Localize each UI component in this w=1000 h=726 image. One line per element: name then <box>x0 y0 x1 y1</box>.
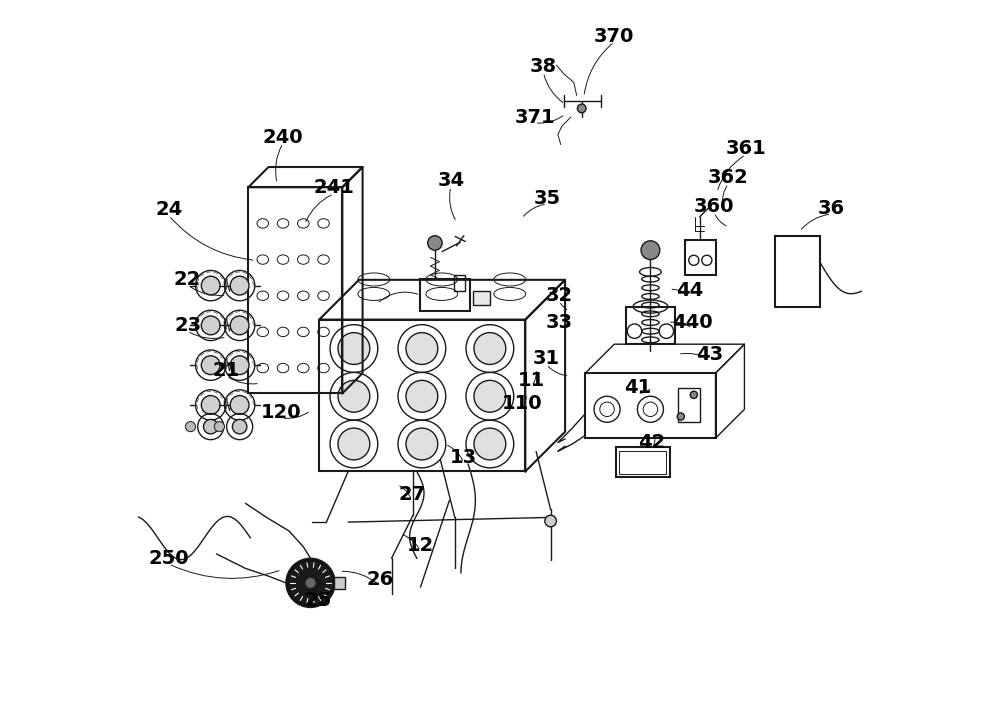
Text: 43: 43 <box>696 345 723 364</box>
Bar <box>334 577 345 589</box>
Bar <box>678 388 700 423</box>
Circle shape <box>577 104 586 113</box>
Circle shape <box>230 356 249 375</box>
Text: 33: 33 <box>546 313 573 332</box>
Text: 12: 12 <box>407 536 434 555</box>
Bar <box>319 319 525 471</box>
Circle shape <box>677 413 684 420</box>
Circle shape <box>545 515 556 527</box>
Bar <box>626 306 675 344</box>
Text: 11: 11 <box>518 371 545 390</box>
Circle shape <box>201 316 220 335</box>
Circle shape <box>230 276 249 295</box>
Circle shape <box>406 428 438 460</box>
Circle shape <box>201 356 220 375</box>
Text: 120: 120 <box>261 403 302 422</box>
Text: 26: 26 <box>366 571 394 590</box>
Text: 370: 370 <box>594 27 634 46</box>
Circle shape <box>338 333 370 364</box>
Bar <box>454 274 465 290</box>
Text: 22: 22 <box>174 269 201 289</box>
Text: 44: 44 <box>676 281 703 300</box>
Circle shape <box>474 380 506 412</box>
Circle shape <box>214 422 224 432</box>
Text: 23: 23 <box>174 316 201 335</box>
Circle shape <box>428 236 442 250</box>
Text: 110: 110 <box>501 394 542 413</box>
Text: 31: 31 <box>533 349 560 368</box>
Circle shape <box>690 391 697 399</box>
Text: 13: 13 <box>450 447 477 467</box>
Text: 27: 27 <box>398 485 425 504</box>
Circle shape <box>185 422 196 432</box>
Text: 34: 34 <box>437 171 464 190</box>
Text: 361: 361 <box>726 139 766 158</box>
Circle shape <box>203 420 218 434</box>
Text: 24: 24 <box>155 200 182 219</box>
Bar <box>685 240 716 274</box>
Text: 36: 36 <box>818 199 845 218</box>
Circle shape <box>406 333 438 364</box>
Text: 362: 362 <box>708 168 749 187</box>
Bar <box>473 290 490 305</box>
Text: 42: 42 <box>638 433 666 452</box>
Text: 41: 41 <box>624 378 651 397</box>
Text: 32: 32 <box>546 285 573 304</box>
Text: 440: 440 <box>672 313 713 332</box>
Circle shape <box>201 396 220 415</box>
Circle shape <box>474 428 506 460</box>
Bar <box>420 279 470 311</box>
Circle shape <box>338 380 370 412</box>
Circle shape <box>230 396 249 415</box>
Circle shape <box>338 428 370 460</box>
Circle shape <box>201 276 220 295</box>
Bar <box>616 447 670 477</box>
Circle shape <box>474 333 506 364</box>
Circle shape <box>406 380 438 412</box>
Text: 38: 38 <box>530 57 557 76</box>
Text: 35: 35 <box>533 189 561 208</box>
Bar <box>248 187 342 393</box>
Bar <box>619 451 666 473</box>
Text: 360: 360 <box>694 197 734 216</box>
Text: 25: 25 <box>304 591 331 610</box>
Circle shape <box>305 577 316 589</box>
Circle shape <box>230 316 249 335</box>
Text: 250: 250 <box>148 549 189 568</box>
Text: 240: 240 <box>263 128 303 147</box>
Text: 371: 371 <box>514 107 555 126</box>
Text: 241: 241 <box>313 179 354 197</box>
Bar <box>775 236 820 306</box>
Bar <box>585 373 716 439</box>
Circle shape <box>641 241 660 260</box>
Text: 21: 21 <box>213 361 240 380</box>
Circle shape <box>232 420 247 434</box>
Circle shape <box>286 558 335 608</box>
Circle shape <box>289 561 332 605</box>
